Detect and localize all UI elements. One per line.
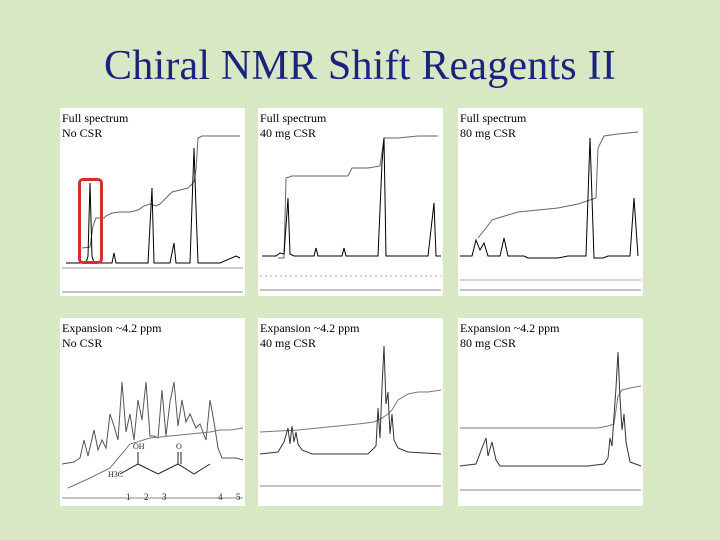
panel-caption: Full spectrum 80 mg CSR: [460, 111, 526, 141]
highlight-box: [78, 178, 103, 264]
spectrum-plot: [460, 131, 641, 291]
caption-line1: Expansion ~4.2 ppm: [62, 321, 162, 335]
caption-line1: Expansion ~4.2 ppm: [460, 321, 560, 335]
panel-full-no-csr: Full spectrum No CSR: [60, 108, 245, 296]
caption-line2: 40 mg CSR: [260, 336, 317, 350]
molecule-structure: [119, 452, 211, 475]
caption-line2: 40 mg CSR: [260, 126, 317, 140]
panel-caption: Expansion ~4.2 ppm No CSR: [62, 321, 162, 351]
h3c-label: H3C: [108, 470, 124, 479]
spectrum-plot: [459, 351, 642, 491]
caption-line1: Full spectrum: [460, 111, 527, 125]
spectrum-plot: [259, 345, 442, 487]
spectrum-plot: [260, 135, 441, 291]
panel-caption: Full spectrum 40 mg CSR: [260, 111, 326, 141]
caption-line2: No CSR: [62, 126, 103, 140]
caption-line2: No CSR: [62, 336, 103, 350]
atom-number-3: 3: [162, 492, 167, 502]
atom-number-2: 2: [144, 492, 149, 502]
panel-expansion-40mg: Expansion ~4.2 ppm 40 mg CSR: [258, 318, 443, 506]
atom-number-1: 1: [126, 492, 131, 502]
panel-caption: Expansion ~4.2 ppm 80 mg CSR: [460, 321, 560, 351]
panel-caption: Full spectrum No CSR: [62, 111, 128, 141]
caption-line2: 80 mg CSR: [460, 126, 517, 140]
caption-line2: 80 mg CSR: [460, 336, 517, 350]
o-label: O: [176, 442, 182, 451]
spectrum-plot: [62, 135, 243, 293]
atom-number-5: 5: [236, 492, 241, 502]
slide-title: Chiral NMR Shift Reagents II: [104, 43, 616, 89]
caption-line1: Full spectrum: [260, 111, 327, 125]
caption-line1: Full spectrum: [62, 111, 129, 125]
caption-line1: Expansion ~4.2 ppm: [260, 321, 360, 335]
panel-expansion-no-csr: Expansion ~4.2 ppm No CSR OH O H3C 1 2 3…: [60, 318, 245, 506]
oh-label: OH: [133, 442, 145, 451]
atom-number-4: 4: [218, 492, 223, 502]
spectrum-plot: [61, 381, 244, 499]
panel-full-80mg: Full spectrum 80 mg CSR: [458, 108, 643, 296]
panel-caption: Expansion ~4.2 ppm 40 mg CSR: [260, 321, 360, 351]
panel-full-40mg: Full spectrum 40 mg CSR: [258, 108, 443, 296]
panel-expansion-80mg: Expansion ~4.2 ppm 80 mg CSR: [458, 318, 643, 506]
